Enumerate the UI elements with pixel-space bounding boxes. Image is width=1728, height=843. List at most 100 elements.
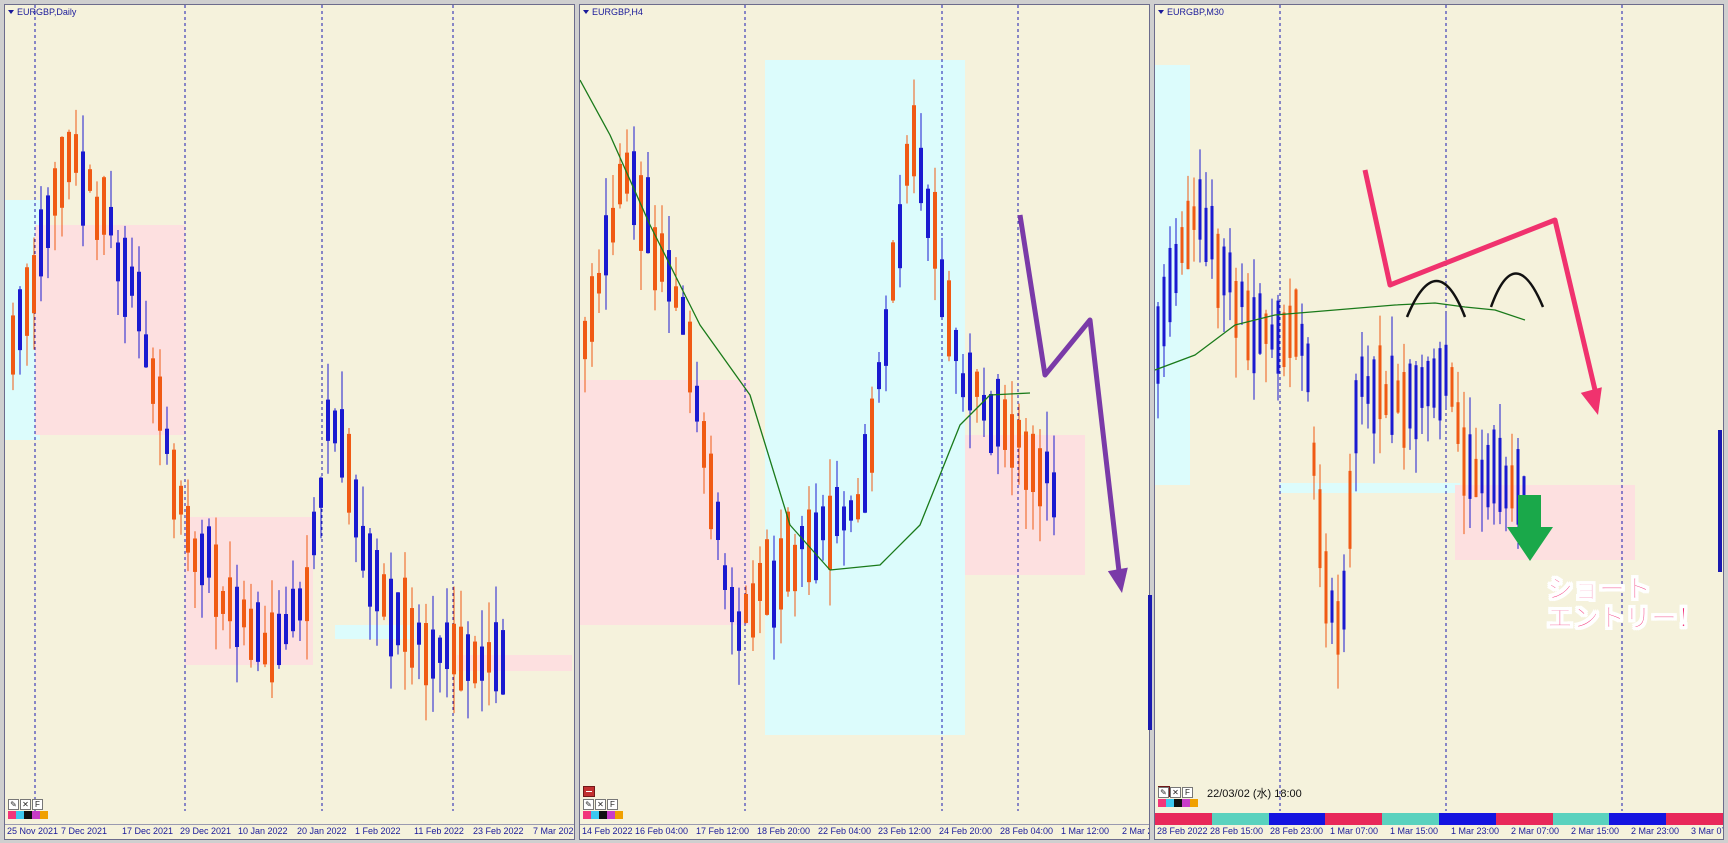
time-tick-label: 18 Feb 20:00 xyxy=(757,826,811,836)
candle-body xyxy=(912,105,916,177)
candle-body xyxy=(758,562,762,601)
color-swatch-pink[interactable] xyxy=(8,811,16,819)
candle-body xyxy=(361,525,365,571)
f-icon[interactable]: F xyxy=(32,799,43,810)
chart-panel-daily[interactable]: EURGBP,Daily ✎ ✕ F 25 Nov 2021 7 Dec 2021… xyxy=(4,4,575,840)
candle-body xyxy=(849,500,853,521)
time-tick-label: 25 Nov 2021 xyxy=(7,826,59,836)
candle-body xyxy=(1420,367,1424,408)
color-swatch-orange[interactable] xyxy=(1190,799,1198,807)
close-icon[interactable]: ✕ xyxy=(20,799,31,810)
candle-body xyxy=(172,449,176,520)
candle-body xyxy=(1204,207,1208,262)
cyan-zone xyxy=(1280,483,1460,493)
candle-body xyxy=(214,544,218,617)
candle-body xyxy=(1450,367,1454,407)
head-shoulder-arc xyxy=(1489,272,1545,308)
candle-body xyxy=(1378,345,1382,420)
color-swatch-black[interactable] xyxy=(1174,799,1182,807)
color-swatch-cyan[interactable] xyxy=(1166,799,1174,807)
candle-body xyxy=(1444,344,1448,396)
time-tick-label: 7 Mar 2022 xyxy=(533,826,575,836)
color-swatch-cyan[interactable] xyxy=(591,811,599,819)
candle-body xyxy=(982,394,986,421)
session-segment xyxy=(1325,813,1383,825)
color-swatch-purple[interactable] xyxy=(607,811,615,819)
price-chart[interactable] xyxy=(1155,5,1724,811)
minus-icon[interactable] xyxy=(583,786,595,797)
price-chart[interactable] xyxy=(580,5,1150,811)
pink-zone xyxy=(35,225,185,435)
candle-body xyxy=(501,630,505,695)
candle-body xyxy=(1186,200,1190,270)
color-swatch-black[interactable] xyxy=(24,811,32,819)
time-axis: 28 Feb 2022 28 Feb 15:00 28 Feb 23:00 1 Mar… xyxy=(1155,824,1723,839)
chevron-down-icon xyxy=(8,10,14,14)
scrollbar[interactable] xyxy=(1718,430,1722,572)
close-icon[interactable]: ✕ xyxy=(1170,787,1181,798)
price-chart[interactable] xyxy=(5,5,575,811)
candle-body xyxy=(102,177,106,235)
candle-body xyxy=(1288,305,1292,358)
candle-body xyxy=(793,544,797,592)
candle-body xyxy=(1402,372,1406,448)
pen-icon[interactable]: ✎ xyxy=(583,799,594,810)
color-swatch-pink[interactable] xyxy=(583,811,591,819)
candle-body xyxy=(1492,429,1496,504)
candle-body xyxy=(452,623,456,675)
color-swatch-orange[interactable] xyxy=(40,811,48,819)
candle-body xyxy=(891,242,895,301)
candle-body xyxy=(396,592,400,646)
candle-body xyxy=(989,393,993,454)
chart-panel-h4[interactable]: EURGBP,H4 ✎ ✕ F 14 Feb 2022 16 Feb 04:00 1… xyxy=(579,4,1150,840)
time-tick-label: 1 Feb 2022 xyxy=(355,826,401,836)
candle-body xyxy=(695,385,699,422)
time-tick-label: 24 Feb 20:00 xyxy=(939,826,993,836)
candle-body xyxy=(1228,252,1232,293)
chevron-down-icon xyxy=(1158,10,1164,14)
time-tick-label: 23 Feb 2022 xyxy=(473,826,524,836)
color-swatch-purple[interactable] xyxy=(32,811,40,819)
chart-panel-m30[interactable]: EURGBP,M30 ✎ ✕ F 22/03/02 (水) 18:00 28 F… xyxy=(1154,4,1724,840)
annotation-line2: エントリー！ xyxy=(1547,603,1704,633)
candle-body xyxy=(877,362,881,390)
time-tick-label: 17 Feb 12:00 xyxy=(696,826,750,836)
candle-body xyxy=(1360,356,1364,397)
candle-body xyxy=(842,506,846,531)
color-swatch-purple[interactable] xyxy=(1182,799,1190,807)
arrow-down-icon xyxy=(1507,495,1553,561)
candle-body xyxy=(417,622,421,645)
candle-body xyxy=(814,512,818,581)
candle-body xyxy=(968,352,972,411)
close-icon[interactable]: ✕ xyxy=(595,799,606,810)
color-swatch-black[interactable] xyxy=(599,811,607,819)
candle-body xyxy=(11,315,15,375)
candle-body xyxy=(1456,402,1460,444)
candle-body xyxy=(1300,323,1304,356)
f-icon[interactable]: F xyxy=(1182,787,1193,798)
trend-arrow xyxy=(1362,169,1598,391)
color-swatch-orange[interactable] xyxy=(615,811,623,819)
pen-icon[interactable]: ✎ xyxy=(8,799,19,810)
candle-body xyxy=(702,421,706,468)
candle-body xyxy=(137,271,141,332)
session-segment xyxy=(1268,813,1326,825)
pen-icon[interactable]: ✎ xyxy=(1158,787,1169,798)
arrow-head xyxy=(1107,567,1128,593)
candle-body xyxy=(583,320,587,360)
candle-body xyxy=(1174,243,1178,294)
scrollbar[interactable] xyxy=(1148,595,1152,730)
f-icon[interactable]: F xyxy=(607,799,618,810)
candle-body xyxy=(32,255,36,314)
candle-body xyxy=(737,611,741,651)
candle-body xyxy=(1052,472,1056,518)
color-swatch-cyan[interactable] xyxy=(16,811,24,819)
candle-body xyxy=(597,272,601,294)
color-swatch-pink[interactable] xyxy=(1158,799,1166,807)
candle-body xyxy=(1234,281,1238,338)
session-segment xyxy=(1155,813,1212,825)
candle-body xyxy=(410,608,414,668)
candle-body xyxy=(1510,465,1514,509)
candle-body xyxy=(1270,324,1274,350)
candle-body xyxy=(1462,427,1466,496)
